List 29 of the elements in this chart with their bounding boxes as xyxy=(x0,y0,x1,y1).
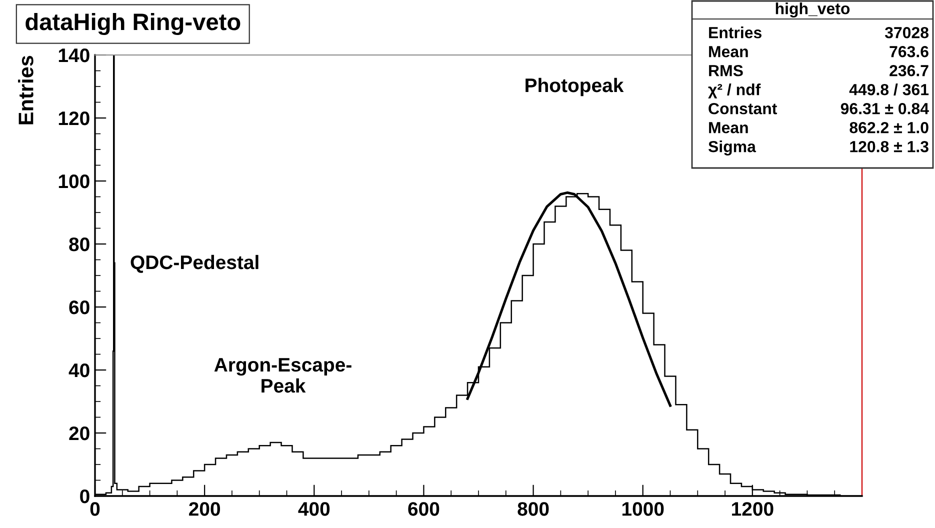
text: Constant 96.31 ± 0.84 xyxy=(708,102,929,114)
x-tick-label: 800 xyxy=(518,502,549,516)
text: χ² / ndf 449.8 / 361 xyxy=(708,84,929,98)
text: Sigma 120.8 ± 1.3 xyxy=(708,140,928,156)
chart-title: dataHigh Ring-veto xyxy=(26,12,240,36)
y-tick-label: 60 xyxy=(69,300,90,314)
y-tick-label: 20 xyxy=(69,426,90,440)
text: high_veto xyxy=(776,2,850,18)
text: Entries 37028 xyxy=(709,26,929,38)
x-tick-label: 1000 xyxy=(622,502,664,516)
text: RMS 236.7 xyxy=(709,64,928,76)
y-tick-label: 140 xyxy=(58,48,90,62)
y-axis-title: Entries xyxy=(18,56,34,124)
y-tick-label: 80 xyxy=(69,237,90,252)
line-series xyxy=(466,191,672,407)
annotation: QDC-Pedestal xyxy=(130,254,258,273)
x-tick-label: 1200 xyxy=(732,502,774,516)
text: Mean 862.2 ± 1.0 xyxy=(709,122,928,134)
y-tick-label: 40 xyxy=(68,363,90,378)
x-tick-label: 400 xyxy=(298,502,330,516)
annotation: Photopeak xyxy=(526,78,624,96)
x-tick-label: 0 xyxy=(90,502,100,516)
y-tick-label: 120 xyxy=(58,111,90,126)
y-tick-label: 0 xyxy=(80,489,90,504)
x-tick-label: 200 xyxy=(189,502,220,516)
x-tick-label: 600 xyxy=(408,502,440,516)
text: Mean 763.6 xyxy=(709,46,928,58)
y-tick-label: 100 xyxy=(58,174,90,188)
annotation: Argon-Escape- Peak xyxy=(214,358,352,393)
